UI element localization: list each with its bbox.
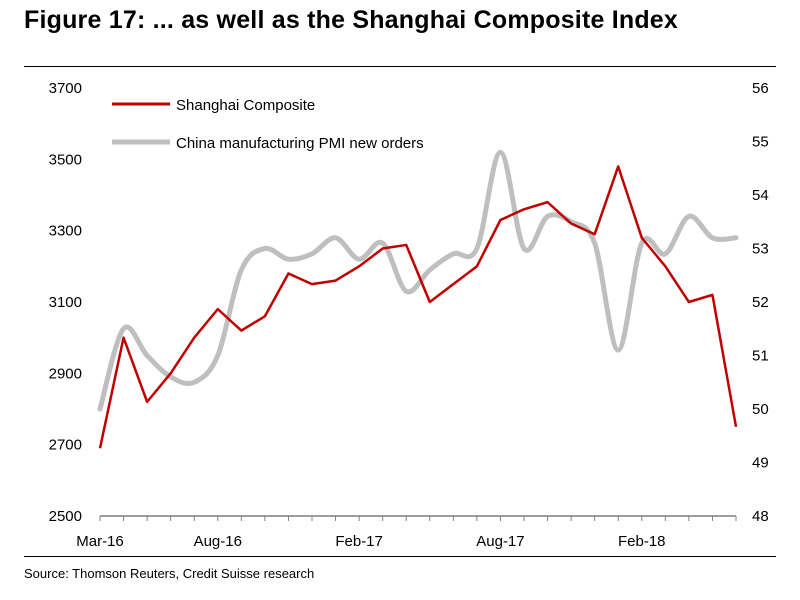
y-right-tick-label: 49 xyxy=(752,455,769,472)
series-line-shanghai-composite xyxy=(98,165,738,449)
y-left-tick-label: 2700 xyxy=(49,437,82,454)
legend-label-pmi: China manufacturing PMI new orders xyxy=(176,135,424,152)
series-lines xyxy=(97,149,739,449)
series-line-pmi-new-orders xyxy=(97,149,739,412)
y-right-tick-label: 50 xyxy=(752,401,769,418)
x-tick-label: Feb-18 xyxy=(618,533,666,550)
legend-label-shanghai: Shanghai Composite xyxy=(176,97,315,114)
x-tick-label: Feb-17 xyxy=(335,533,383,550)
y-right-tick-label: 55 xyxy=(752,134,769,151)
y-right-tick-label: 48 xyxy=(752,508,769,525)
y-left-tick-label: 3300 xyxy=(49,223,82,240)
title-rule xyxy=(24,66,776,67)
y-left-tick-label: 3500 xyxy=(49,151,82,168)
x-tick-label: Aug-16 xyxy=(194,533,242,550)
y-right-tick-label: 53 xyxy=(752,241,769,258)
axes: Mar-16 Aug-16 Feb-17 Aug-17 Feb-18 2500 2700 29… xyxy=(49,80,769,550)
y-right-tick-label: 51 xyxy=(752,348,769,365)
y-left-tick-label: 2500 xyxy=(49,508,82,525)
y-left-tick-label: 3700 xyxy=(49,80,82,97)
x-tick-label: Mar-16 xyxy=(76,533,124,550)
x-tick-label: Aug-17 xyxy=(476,533,524,550)
source-rule xyxy=(24,556,776,557)
y-left-tick-label: 2900 xyxy=(49,365,82,382)
chart-title: Figure 17: ... as well as the Shanghai C… xyxy=(24,6,679,34)
y-left-tick-label: 3100 xyxy=(49,294,82,311)
y-right-tick-label: 54 xyxy=(752,187,769,204)
y-right-tick-label: 56 xyxy=(752,80,769,97)
y-right-tick-label: 52 xyxy=(752,294,769,311)
source-note: Source: Thomson Reuters, Credit Suisse r… xyxy=(24,566,315,581)
legend: Shanghai Composite China manufacturing PM… xyxy=(112,97,424,152)
